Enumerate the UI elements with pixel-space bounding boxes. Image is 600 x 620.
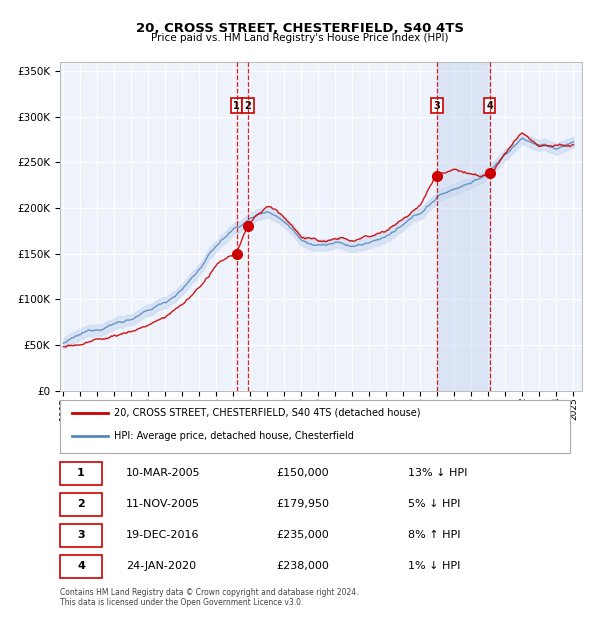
Text: 19-DEC-2016: 19-DEC-2016: [126, 530, 199, 540]
Text: Contains HM Land Registry data © Crown copyright and database right 2024.
This d: Contains HM Land Registry data © Crown c…: [60, 588, 359, 607]
Text: 3: 3: [433, 101, 440, 111]
Text: 4: 4: [77, 561, 85, 571]
Text: 1: 1: [77, 468, 85, 478]
Text: 5% ↓ HPI: 5% ↓ HPI: [408, 499, 460, 509]
Text: Price paid vs. HM Land Registry's House Price Index (HPI): Price paid vs. HM Land Registry's House …: [151, 33, 449, 43]
Text: 2: 2: [77, 499, 85, 509]
Text: 1: 1: [233, 101, 240, 111]
Text: £238,000: £238,000: [276, 561, 329, 571]
Text: £235,000: £235,000: [276, 530, 329, 540]
Text: HPI: Average price, detached house, Chesterfield: HPI: Average price, detached house, Ches…: [114, 431, 354, 441]
Text: £179,950: £179,950: [276, 499, 329, 509]
Text: 13% ↓ HPI: 13% ↓ HPI: [408, 468, 467, 478]
Text: £150,000: £150,000: [276, 468, 329, 478]
Text: 10-MAR-2005: 10-MAR-2005: [126, 468, 200, 478]
Text: 8% ↑ HPI: 8% ↑ HPI: [408, 530, 461, 540]
Text: 1% ↓ HPI: 1% ↓ HPI: [408, 561, 460, 571]
Text: 20, CROSS STREET, CHESTERFIELD, S40 4TS (detached house): 20, CROSS STREET, CHESTERFIELD, S40 4TS …: [114, 407, 421, 418]
Bar: [437, 62, 490, 391]
Text: 11-NOV-2005: 11-NOV-2005: [126, 499, 200, 509]
Text: 2: 2: [245, 101, 251, 111]
Text: 24-JAN-2020: 24-JAN-2020: [126, 561, 196, 571]
Text: 20, CROSS STREET, CHESTERFIELD, S40 4TS: 20, CROSS STREET, CHESTERFIELD, S40 4TS: [136, 22, 464, 35]
Text: 4: 4: [486, 101, 493, 111]
Text: 3: 3: [77, 530, 85, 540]
